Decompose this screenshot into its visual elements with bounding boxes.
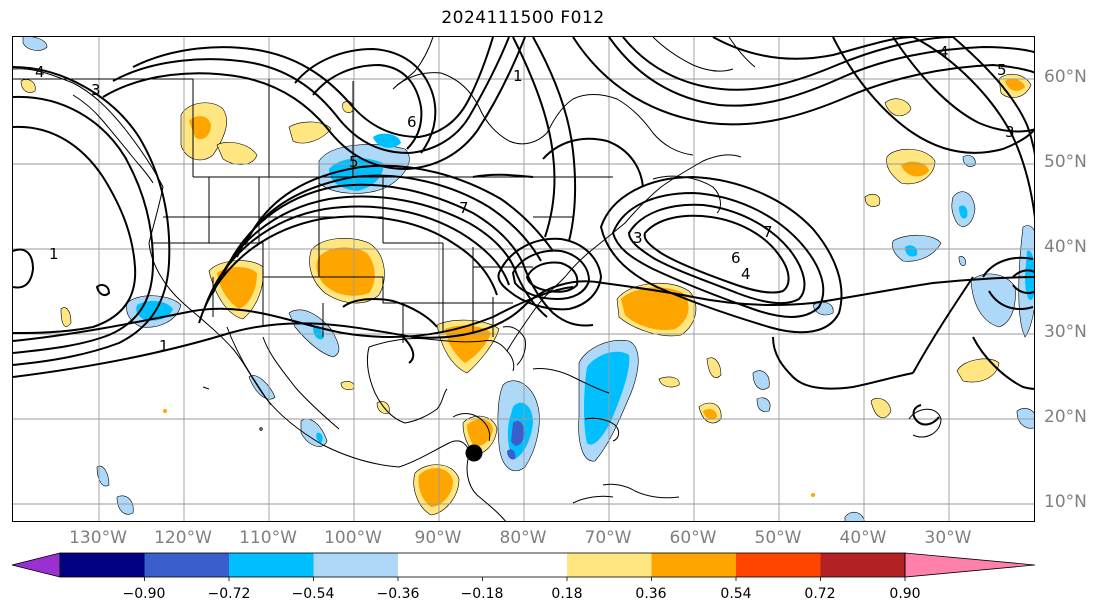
colorbar-tick-label: 0.36 bbox=[635, 586, 667, 602]
coastlines bbox=[13, 37, 942, 521]
lon-label-110w: 110°W bbox=[239, 528, 297, 548]
colorbar-tick-label: 0.54 bbox=[720, 586, 752, 602]
contour-label: 5 bbox=[349, 153, 359, 171]
colorbar bbox=[11, 552, 1036, 581]
lon-label-120w: 120°W bbox=[154, 528, 212, 548]
contour-label: 4 bbox=[741, 265, 751, 283]
colorbar-segment bbox=[482, 553, 567, 577]
colorbar-segment bbox=[60, 553, 145, 577]
contour-label: 1 bbox=[159, 337, 169, 355]
lon-label-80w: 80°W bbox=[499, 528, 547, 548]
contour-label: 7 bbox=[459, 199, 469, 217]
colorbar-segment bbox=[229, 553, 314, 577]
colorbar-tick-label: 0.90 bbox=[889, 586, 921, 602]
lon-label-40w: 40°W bbox=[839, 528, 887, 548]
colorbar-tick-label: −0.72 bbox=[207, 586, 251, 602]
colorbar-tick-label: −0.18 bbox=[460, 586, 504, 602]
lat-label-30n: 30°N bbox=[1044, 322, 1087, 342]
colorbar-segment bbox=[398, 553, 483, 577]
colorbar-under-arrow bbox=[11, 552, 61, 578]
colorbar-segment bbox=[144, 553, 229, 577]
colorbar-segment bbox=[651, 553, 736, 577]
colorbar-segment bbox=[567, 553, 652, 577]
contour-label: 5 bbox=[997, 61, 1007, 79]
contour-label: 4 bbox=[35, 63, 45, 81]
colorbar-segment bbox=[736, 553, 821, 577]
colorbar-tick-label: −0.90 bbox=[122, 586, 166, 602]
graticule bbox=[13, 37, 1034, 521]
height-contours bbox=[13, 37, 1034, 426]
contour-labels: 1 1 1 3 3 4 4 5 6 6 7 7 5 4 3 bbox=[35, 43, 1015, 355]
contour-label: 3 bbox=[633, 229, 643, 247]
colorbar-tick-label: 0.18 bbox=[551, 586, 583, 602]
lon-label-50w: 50°W bbox=[754, 528, 802, 548]
contour-label: 3 bbox=[91, 81, 101, 99]
contour-label: 6 bbox=[407, 113, 417, 131]
colorbar-over-arrow bbox=[904, 552, 1036, 578]
lat-label-50n: 50°N bbox=[1044, 152, 1087, 172]
lon-label-60w: 60°W bbox=[669, 528, 717, 548]
contour-label: 1 bbox=[513, 67, 523, 85]
map-title: 2024111500 F012 bbox=[441, 8, 605, 28]
colorbar-tick-label: 0.72 bbox=[804, 586, 836, 602]
contour-label: 6 bbox=[731, 249, 741, 267]
lon-label-70w: 70°W bbox=[584, 528, 632, 548]
map-panel: 1 1 1 3 3 4 4 5 6 6 7 7 5 4 3 bbox=[12, 36, 1035, 522]
colorbar-segment bbox=[820, 553, 905, 577]
colorbar-tick-label: −0.54 bbox=[291, 586, 335, 602]
lat-label-40n: 40°N bbox=[1044, 237, 1087, 257]
contour-label: 7 bbox=[763, 223, 773, 241]
lon-label-90w: 90°W bbox=[414, 528, 462, 548]
contour-label: 3 bbox=[1005, 123, 1015, 141]
lon-label-100w: 100°W bbox=[324, 528, 382, 548]
lat-label-10n: 10°N bbox=[1044, 492, 1087, 512]
colorbar-tick-label: −0.36 bbox=[376, 586, 420, 602]
lon-label-130w: 130°W bbox=[69, 528, 127, 548]
lat-label-60n: 60°N bbox=[1044, 67, 1087, 87]
contour-label: 1 bbox=[49, 245, 59, 263]
lon-label-30w: 30°W bbox=[924, 528, 972, 548]
lat-label-20n: 20°N bbox=[1044, 407, 1087, 427]
map-canvas: 1 1 1 3 3 4 4 5 6 6 7 7 5 4 3 bbox=[13, 37, 1034, 521]
colorbar-segment bbox=[313, 553, 398, 577]
storm-center-marker[interactable] bbox=[465, 444, 483, 462]
contour-label: 4 bbox=[939, 43, 949, 61]
positive-anomaly-fill bbox=[20, 73, 1032, 516]
